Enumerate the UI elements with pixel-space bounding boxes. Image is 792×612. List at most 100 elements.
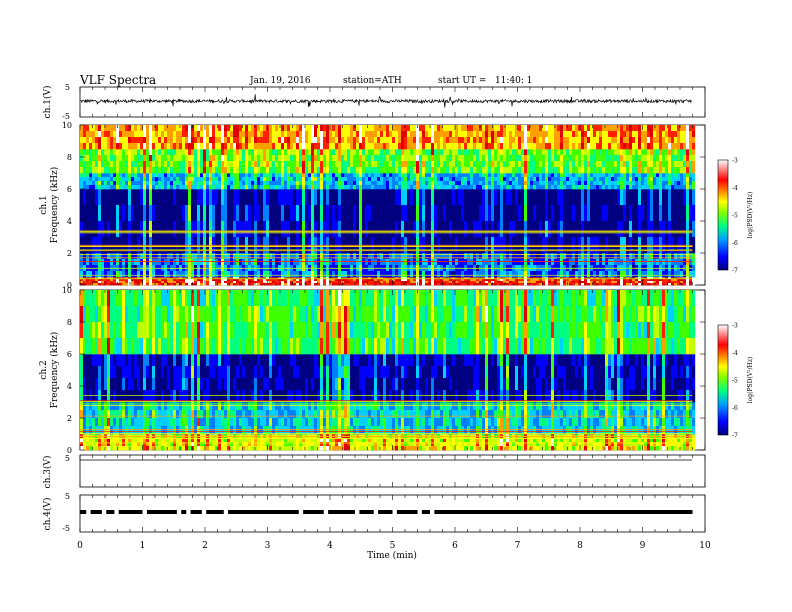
- spectrogram-cell: [674, 185, 678, 190]
- spectrogram-cell: [539, 221, 543, 238]
- spectrogram-cell: [89, 137, 93, 144]
- spectrogram-cell: [263, 221, 267, 238]
- spectrogram-cell: [542, 205, 546, 222]
- spectrogram-cell: [515, 185, 519, 190]
- spectrogram-cell: [440, 125, 444, 132]
- spectrogram-cell: [629, 177, 633, 182]
- spectrogram-cell: [185, 173, 189, 178]
- spectrogram-cell: [473, 259, 477, 266]
- spectrogram-cell: [380, 155, 384, 162]
- spectrogram-cell: [287, 259, 291, 266]
- spectrogram-cell: [686, 253, 690, 260]
- spectrogram-cell: [590, 281, 594, 284]
- spectrogram-cell: [359, 189, 363, 206]
- spectrogram-cell: [443, 125, 447, 132]
- spectrogram-cell: [233, 281, 237, 284]
- spectrogram-cell: [242, 125, 246, 132]
- spectrogram-cell: [119, 131, 123, 138]
- spectrogram-cell: [482, 131, 486, 138]
- spectrogram-cell: [257, 167, 261, 174]
- spectrogram-cell: [680, 259, 684, 266]
- spectrogram-cell: [668, 177, 672, 182]
- spectrogram-cell: [443, 173, 447, 178]
- spectrogram-cell: [287, 253, 291, 260]
- spectrogram-cell: [602, 279, 606, 282]
- spectrogram-cell: [434, 149, 438, 156]
- spectrogram-cell: [599, 271, 603, 278]
- spectrogram-cell: [635, 205, 639, 222]
- spectrogram-cell: [413, 125, 417, 132]
- spectrogram-cell: [626, 149, 630, 156]
- spectrogram-cell: [662, 173, 666, 178]
- spectrogram-cell: [113, 177, 117, 182]
- spectrogram-cell: [638, 277, 642, 280]
- spectrogram-cell: [509, 221, 513, 238]
- spectrogram-cell: [242, 161, 246, 168]
- spectrogram-cell: [599, 253, 603, 260]
- spectrogram-cell: [398, 185, 402, 190]
- spectrogram-cell: [374, 149, 378, 156]
- spectrogram-cell: [221, 149, 225, 156]
- spectrogram-cell: [512, 185, 516, 190]
- spectrogram-cell: [521, 143, 525, 150]
- spectrogram-cell: [635, 281, 639, 284]
- spectrogram-cell: [647, 167, 651, 174]
- spectrogram-cell: [422, 143, 426, 150]
- spectrogram-cell: [275, 125, 279, 132]
- spectrogram-cell: [428, 143, 432, 150]
- spectrogram-cell: [617, 271, 621, 278]
- spectrogram-cell: [332, 281, 336, 284]
- spectrogram-cell: [203, 189, 207, 206]
- spectrogram-cell: [416, 155, 420, 162]
- spectrogram-cell: [326, 221, 330, 238]
- spectrogram-cell: [329, 131, 333, 138]
- spectrogram-cell: [509, 143, 513, 150]
- spectrogram-cell: [683, 205, 687, 222]
- spectrogram-cell: [527, 167, 531, 174]
- spectrogram-cell: [437, 189, 441, 206]
- spectrogram-cell: [413, 173, 417, 178]
- spectrogram-cell: [671, 277, 675, 280]
- spectrogram-cell: [656, 149, 660, 156]
- spectrogram-cell: [515, 131, 519, 138]
- spectrogram-cell: [551, 137, 555, 144]
- spectrogram-cell: [392, 271, 396, 278]
- spectrogram-cell: [527, 161, 531, 168]
- spectrogram-cell: [632, 205, 636, 222]
- spectrogram-cell: [365, 185, 369, 190]
- spectrogram-cell: [140, 281, 144, 284]
- spectrogram-cell: [422, 131, 426, 138]
- spectrogram-cell: [545, 167, 549, 174]
- spectrogram-cell: [251, 185, 255, 190]
- spectrogram-cell: [254, 181, 258, 186]
- spectrogram-cell: [530, 277, 534, 280]
- spectrogram-cell: [338, 155, 342, 162]
- spectrogram-cell: [440, 259, 444, 266]
- spectrogram-cell: [89, 177, 93, 182]
- spectrogram-cell: [671, 143, 675, 150]
- spectrogram-cell: [107, 137, 111, 144]
- spectrogram-cell: [386, 149, 390, 156]
- spectrogram-cell: [170, 155, 174, 162]
- spectrogram-cell: [506, 137, 510, 144]
- spectrogram-cell: [677, 279, 681, 282]
- spectrogram-cell: [305, 131, 309, 138]
- spectrogram-cell: [590, 155, 594, 162]
- spectrogram-cell: [608, 125, 612, 132]
- spectrogram-cell: [206, 281, 210, 284]
- spectrogram-cell: [587, 137, 591, 144]
- spectrogram-cell: [644, 143, 648, 150]
- spectrogram-cell: [251, 161, 255, 168]
- ch1-spectrogram-image: [80, 125, 696, 286]
- spectrogram-cell: [347, 137, 351, 144]
- spectrogram-cell: [353, 279, 357, 282]
- spectrogram-cell: [395, 125, 399, 132]
- spectrogram-cell: [233, 181, 237, 186]
- spectrogram-cell: [329, 283, 333, 286]
- spectrogram-cell: [680, 181, 684, 186]
- spectrogram-cell: [386, 173, 390, 178]
- spectrogram-cell: [278, 125, 282, 132]
- spectrogram-cell: [461, 281, 465, 284]
- spectrogram-cell: [497, 277, 501, 280]
- spectrogram-cell: [257, 125, 261, 132]
